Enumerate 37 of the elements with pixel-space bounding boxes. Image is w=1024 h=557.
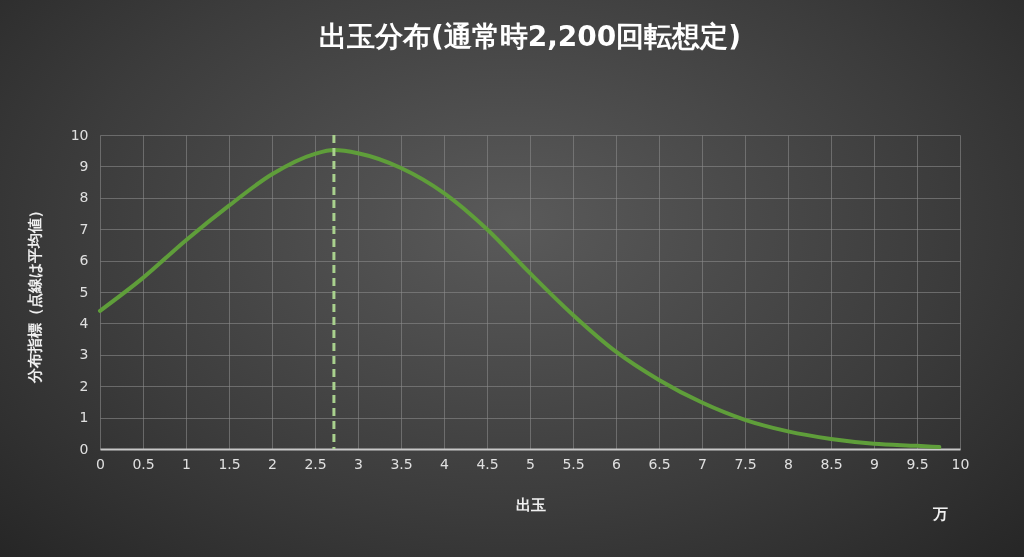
y-tick-label: 2 [79, 377, 89, 394]
x-tick-label: 4.5 [476, 455, 499, 472]
x-tick-label: 8.5 [820, 455, 843, 472]
x-tick-label: 1 [182, 455, 191, 472]
y-tick-label: 4 [79, 314, 89, 331]
x-tick-label: 9.5 [906, 455, 929, 472]
x-tick-label: 5.5 [562, 455, 585, 472]
x-tick-label: 1.5 [218, 455, 241, 472]
text: 万 [931, 505, 948, 523]
y-tick-label: 3 [79, 346, 89, 363]
x-tick-label: 0 [96, 455, 105, 472]
x-tick-label: 7.5 [734, 455, 757, 472]
chart-title: 出玉分布(通常時2,200回転想定) [318, 20, 742, 53]
x-axis-title: 出玉 [515, 495, 546, 514]
y-tick-label: 10 [70, 126, 89, 143]
x-tick-label: 2.5 [304, 455, 327, 472]
x-tick-label: 3 [354, 455, 363, 472]
x-tick-label: 9 [870, 455, 879, 472]
x-tick-label: 4 [440, 455, 450, 472]
x-tick-label: 8 [784, 455, 793, 472]
y-tick-label: 7 [79, 220, 89, 237]
x-tick-label: 3.5 [390, 455, 413, 472]
y-tick-label: 5 [79, 283, 89, 300]
y-tick-label: 6 [79, 252, 89, 269]
x-tick-label: 0.5 [132, 455, 155, 472]
y-axis-title: 分布指標（点線は平均値） [25, 202, 44, 384]
x-tick-label: 2 [268, 455, 277, 472]
line-series [98, 148, 942, 450]
y-tick-label: 0 [79, 440, 89, 457]
x-tick-label: 6 [612, 455, 622, 472]
y-tick-label: 1 [79, 409, 89, 426]
x-tick-label: 5 [526, 455, 535, 472]
x-tick-label: 7 [698, 455, 707, 472]
y-tick-label: 8 [79, 189, 89, 206]
y-tick-label: 9 [79, 157, 89, 174]
x-tick-label: 10 [951, 455, 970, 472]
x-tick-label: 6.5 [648, 455, 671, 472]
